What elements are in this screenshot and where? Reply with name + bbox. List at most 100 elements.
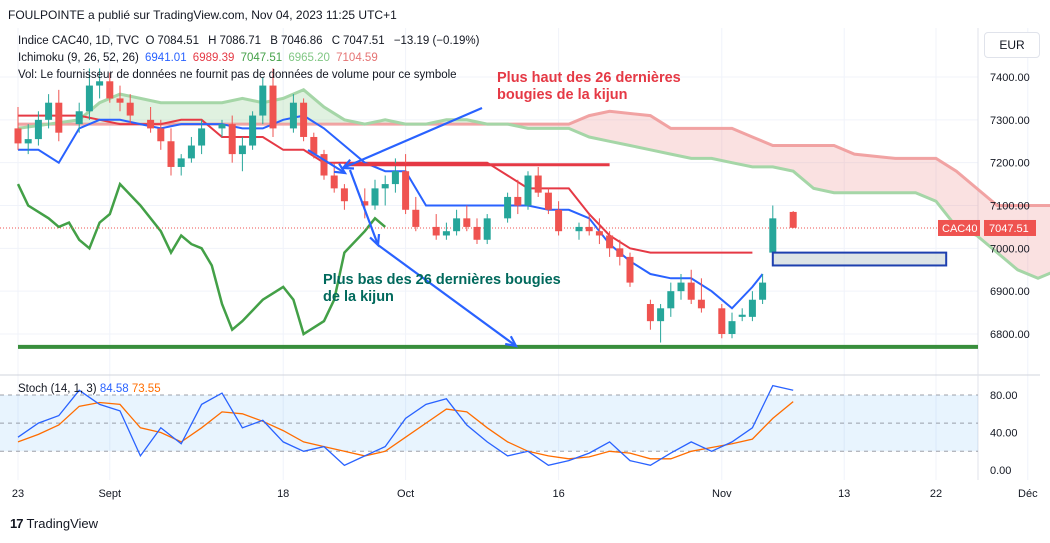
candle-body	[442, 231, 450, 236]
candle-body	[483, 218, 491, 240]
candle-body	[575, 226, 583, 232]
candle-body	[126, 102, 134, 116]
candle-body	[789, 211, 797, 228]
candle-body	[687, 282, 695, 300]
stoch-tick-label: 0.00	[990, 465, 1011, 477]
close-value: 7047.51	[343, 35, 385, 47]
brand-name: TradingView	[26, 516, 99, 531]
stoch-pane	[0, 384, 978, 467]
open-value: 7084.51	[157, 35, 199, 47]
price-tag-value-bg	[984, 219, 1036, 236]
price-tag-symbol: CAC40	[942, 223, 977, 235]
candle-body	[45, 102, 53, 120]
change-value: −13.19 (−0.19%)	[393, 35, 480, 47]
currency-button[interactable]: EUR	[984, 32, 1040, 58]
symbol-legend: Indice CAC40, 1D, TVC O 7084.51 H 7086.71 …	[18, 35, 480, 47]
candle-body	[300, 102, 308, 137]
price-tick-label: 6900.00	[990, 286, 1030, 298]
ichimoku-label: Ichimoku (9, 26, 52, 26)	[18, 52, 139, 64]
candle-body	[320, 154, 328, 176]
price-tick-label: 7000.00	[990, 243, 1030, 255]
annotation-drawings	[18, 106, 978, 349]
stoch-legend[interactable]: Stoch (14, 1, 3) 84.58 73.55	[18, 383, 161, 395]
ichimoku-legend[interactable]: Ichimoku (9, 26, 52, 26) 6941.01 6989.39…	[18, 52, 381, 64]
candle-body	[289, 102, 297, 129]
candle-body	[544, 192, 552, 210]
arrow-down	[348, 169, 380, 246]
candle-body	[595, 231, 603, 236]
candle-body	[616, 248, 624, 257]
time-tick-label: 16	[552, 488, 564, 500]
stoch-k-line	[17, 384, 794, 467]
stoch-d-value: 73.55	[131, 383, 161, 395]
stoch-tick-label: 40.00	[990, 428, 1018, 440]
candle-body	[718, 308, 726, 334]
chikou-value: 7047.51	[240, 52, 283, 64]
candle-body	[697, 299, 705, 309]
time-tick-label: 23	[12, 488, 24, 500]
candle-body	[769, 218, 777, 253]
annotation-bottom: Plus bas des 26 dernières bougies de la …	[323, 272, 561, 305]
tradingview-logo-icon: 17	[10, 516, 24, 531]
volume-note: Vol: Le fournisseur de données ne fourni…	[18, 69, 457, 81]
time-tick-label: Déc	[1018, 488, 1038, 500]
candle-body	[55, 102, 63, 133]
candle-body	[177, 158, 185, 167]
axes: 7400.00 7300.00 7200.00 7100.00 7000.00 6900.…	[12, 72, 1038, 500]
candle-body	[238, 145, 246, 155]
stoch-tick-label: 80.00	[990, 390, 1018, 402]
candle-body	[534, 175, 542, 193]
candle-body	[432, 226, 440, 236]
arrow-to-low	[377, 244, 517, 347]
candle-body	[412, 209, 420, 227]
candle-body	[646, 304, 654, 322]
chikou-line	[16, 181, 387, 336]
time-tick-label: 18	[277, 488, 289, 500]
candle-body	[167, 141, 175, 167]
arrow-to-high	[342, 106, 483, 170]
time-tick-label: Nov	[712, 488, 732, 500]
candle-body	[667, 291, 675, 309]
arrow-to-high-2	[307, 149, 346, 174]
candle-body	[524, 175, 532, 206]
stoch-d-line	[17, 401, 794, 460]
candle-body	[738, 314, 746, 317]
candle-body	[728, 321, 736, 334]
candle-body	[14, 128, 22, 144]
high-value: 7086.71	[219, 35, 262, 47]
symbol-name: Indice CAC40, 1D, TVC	[18, 35, 140, 47]
candle-body	[310, 136, 318, 155]
candle-body	[463, 218, 471, 227]
candle-body	[748, 299, 756, 317]
candle-body	[187, 145, 195, 159]
candles	[14, 68, 797, 343]
candle-body	[759, 282, 767, 300]
candle-body	[381, 184, 389, 189]
arrow-to-low-head	[504, 335, 519, 348]
candle-body	[453, 218, 461, 232]
tradingview-brand[interactable]: 17 TradingView	[10, 516, 98, 531]
candle-body	[677, 282, 685, 292]
time-tick-label: 22	[930, 488, 942, 500]
time-tick-label: Sept	[98, 488, 121, 500]
candle-body	[473, 226, 481, 240]
price-tick-label: 6800.00	[990, 329, 1030, 341]
candle-body	[75, 111, 83, 125]
stoch-k-value: 84.58	[99, 383, 129, 395]
low-value: 7046.86	[280, 35, 323, 47]
candle-body	[606, 235, 614, 249]
candle-body	[657, 308, 665, 322]
annotation-top: Plus haut des 26 dernières bougies de la…	[497, 70, 681, 103]
time-tick-label: 13	[838, 488, 850, 500]
span-b-value: 7104.59	[336, 52, 378, 64]
candle-body	[259, 85, 267, 116]
candle-body	[147, 119, 155, 129]
arrow-to-high-2-head	[333, 163, 348, 175]
candle-body	[218, 124, 226, 129]
candle-body	[504, 196, 512, 219]
price-tag-value: 7047.51	[989, 223, 1029, 235]
candle-body	[269, 85, 277, 129]
price-tick-label: 7100.00	[990, 201, 1030, 213]
candle-body	[85, 85, 93, 112]
